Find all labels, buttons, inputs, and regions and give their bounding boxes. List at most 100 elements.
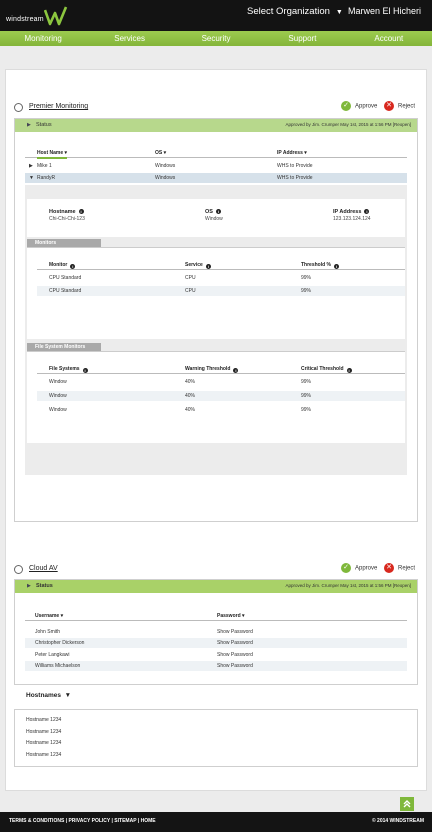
table-row[interactable]: John Smith Show Password	[25, 627, 407, 637]
os-label: OS i	[205, 209, 221, 215]
info-icon[interactable]: i	[78, 209, 84, 215]
table-row[interactable]: Peter Langkawi Show Password	[25, 650, 407, 660]
hostnames-dropdown[interactable]: Hostnames ▼	[26, 692, 71, 699]
table-row[interactable]: ▶ Mike 1 Windows WHS to Provide	[25, 161, 407, 171]
monitor-cell: CPU Standard	[49, 288, 82, 294]
info-icon: i	[205, 264, 211, 269]
table-row[interactable]: CPU Standard CPU 99%	[37, 286, 405, 296]
table-row[interactable]: Window 40% 99%	[37, 405, 405, 415]
approved-text: Approved by Jim. Crumper May 1st, 2015 a…	[285, 583, 411, 588]
fs-table-header: File Systems i Warning Threshold i Critica…	[37, 364, 405, 374]
nav-services[interactable]: Services	[114, 34, 145, 43]
cloud-av-radio[interactable]	[14, 565, 23, 574]
list-item: Hostname 1234	[26, 740, 62, 746]
user-menu[interactable]: Marwen El Hicheri	[348, 6, 422, 16]
reject-label: Reject	[398, 565, 416, 572]
service-cell: CPU	[185, 288, 196, 294]
crit-cell: 99%	[301, 407, 312, 413]
nav-monitoring[interactable]: Monitoring	[24, 34, 62, 43]
monitor-cell: CPU Standard	[49, 275, 82, 281]
table-row[interactable]: Christopher Dickerson Show Password	[25, 638, 407, 648]
show-password-link: Show Password	[217, 652, 253, 658]
column-ip-address[interactable]: IP Address ▾	[277, 150, 307, 156]
warn-cell: 40%	[185, 379, 196, 385]
ip-cell: WHS to Provide	[277, 163, 313, 169]
nav-support[interactable]: Support	[288, 34, 317, 43]
table-row[interactable]: CPU Standard CPU 99%	[37, 273, 405, 283]
footer-links[interactable]: TERMS & CONDITIONS | PRIVACY POLICY | SI…	[9, 818, 156, 824]
os-cell: Windows	[155, 163, 176, 169]
logo-text: windstream	[6, 16, 44, 23]
info-icon[interactable]: i	[364, 209, 370, 215]
info-icon[interactable]: i	[215, 209, 221, 215]
show-password-link: Show Password	[217, 629, 253, 635]
cloud-av-header: Cloud AV ✓ Approve ✕ Reject	[14, 563, 418, 579]
show-password-link: Show Password	[217, 640, 253, 646]
column-monitor[interactable]: Monitor i	[49, 262, 76, 269]
premier-approve-button[interactable]: ✓ Approve	[341, 101, 377, 111]
chevron-down-icon: ▼	[335, 9, 343, 16]
column-file-systems[interactable]: File Systems i	[49, 366, 88, 373]
username-cell: John Smith	[35, 629, 61, 635]
username-cell: Williams Michaelson	[35, 663, 81, 669]
ip-address-label: IP Address i	[333, 209, 370, 215]
fs-cell: Window	[49, 379, 67, 385]
info-icon: i	[334, 264, 340, 269]
hostnames-list: Hostname 1234 Hostname 1234 Hostname 123…	[14, 709, 418, 767]
cloudav-status-bar[interactable]: ▶ Status Approved by Jim. Crumper May 1s…	[15, 580, 417, 593]
nav-account[interactable]: Account	[374, 34, 404, 43]
column-threshold[interactable]: Threshold % i	[301, 262, 340, 269]
logo-mark-icon	[44, 6, 68, 26]
expand-triangle-icon: ▶	[29, 163, 33, 169]
host-info-panel: Hostname i Chi-Chi-Chi-123 OS i Window IP …	[27, 199, 405, 237]
premier-monitoring-title[interactable]: Premier Monitoring	[29, 103, 89, 110]
threshold-cell: 99%	[301, 275, 312, 281]
table-row[interactable]: Window 40% 99%	[37, 391, 405, 401]
table-row-selected[interactable]: ▼ RandyR Windows WHS to Provide	[25, 173, 407, 183]
fs-cell: Window	[49, 393, 67, 399]
credentials-table-header: Username ▾ Password ▾	[25, 611, 407, 621]
table-row[interactable]: Williams Michaelson Show Password	[25, 661, 407, 671]
list-item: Hostname 1234	[26, 729, 62, 735]
organization-select[interactable]: Select Organization ▼	[247, 6, 343, 17]
collapse-triangle-icon: ▼	[29, 175, 34, 181]
column-username[interactable]: Username ▾	[35, 613, 64, 619]
column-host-name[interactable]: Host Name ▾	[37, 150, 68, 159]
approved-text: Approved by Jim. Crumper May 1st, 2015 a…	[285, 122, 411, 127]
show-password-link: Show Password	[217, 663, 253, 669]
cloudav-approve-button[interactable]: ✓ Approve	[341, 563, 377, 573]
cloud-av-title[interactable]: Cloud AV	[29, 565, 58, 572]
reject-label: Reject	[398, 103, 416, 110]
column-os[interactable]: OS ▾	[155, 150, 167, 156]
table-row[interactable]: Window 40% 99%	[37, 377, 405, 387]
ip-address-value: 123.123.124.124	[333, 216, 371, 222]
list-item: Hostname 1234	[26, 752, 62, 758]
info-icon: i	[70, 264, 76, 269]
premier-monitoring-radio[interactable]	[14, 103, 23, 112]
info-icon: i	[233, 368, 239, 373]
column-service[interactable]: Service i	[185, 262, 211, 269]
nav-security[interactable]: Security	[201, 34, 231, 43]
crit-cell: 99%	[301, 393, 312, 399]
back-to-top-button[interactable]	[400, 797, 414, 811]
column-password[interactable]: Password ▾	[217, 613, 245, 619]
hostname-label: Hostname i	[49, 209, 84, 215]
top-bar: windstream Select Organization ▼ Marwen E…	[0, 0, 432, 31]
approve-label: Approve	[355, 103, 378, 110]
premier-status-bar[interactable]: ▶ Status Approved by Jim. Crumper May 1s…	[15, 119, 417, 132]
monitors-table-header: Monitor i Service i Threshold % i	[37, 260, 405, 270]
footer: TERMS & CONDITIONS | PRIVACY POLICY | SI…	[0, 812, 432, 832]
column-critical-threshold[interactable]: Critical Threshold i	[301, 366, 352, 373]
warn-cell: 40%	[185, 393, 196, 399]
premier-monitoring-header: Premier Monitoring ✓ Approve ✕ Reject	[14, 101, 418, 117]
premier-reject-button[interactable]: ✕ Reject	[384, 101, 415, 111]
monitors-tab[interactable]: Monitors	[27, 239, 101, 247]
column-warning-threshold[interactable]: Warning Threshold i	[185, 366, 239, 373]
file-system-monitors-tab[interactable]: File System Monitors	[27, 343, 101, 351]
cloudav-reject-button[interactable]: ✕ Reject	[384, 563, 415, 573]
close-icon: ✕	[384, 101, 394, 111]
list-item: Hostname 1234	[26, 717, 62, 723]
ip-cell: WHS to Provide	[277, 175, 313, 181]
main-nav: Monitoring Services Security Support Acc…	[0, 31, 432, 46]
host-name-cell: RandyR	[37, 175, 56, 181]
